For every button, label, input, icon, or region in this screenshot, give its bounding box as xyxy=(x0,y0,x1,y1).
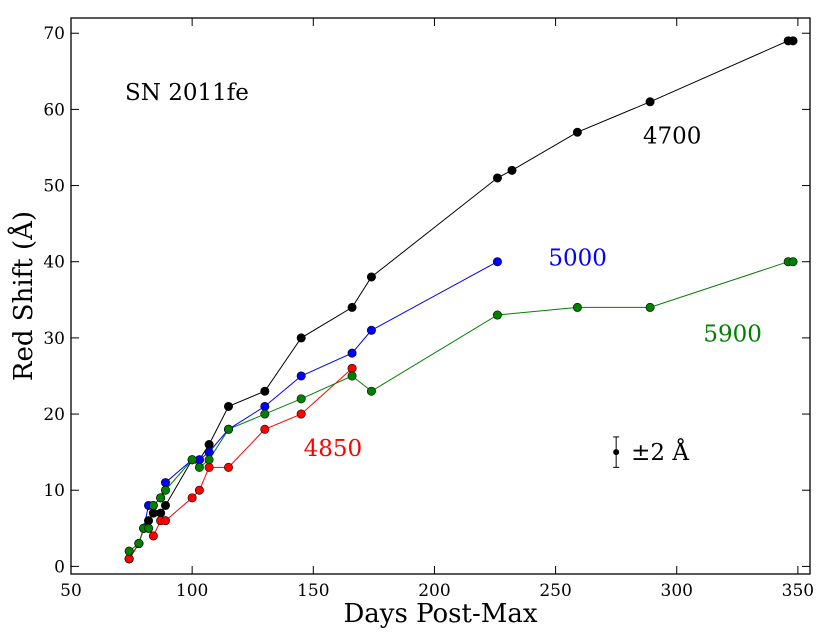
x-tick-label: 350 xyxy=(782,581,814,601)
series-line-5000 xyxy=(128,261,498,560)
point-5000 xyxy=(492,257,502,267)
sn-annotation: SN 2011fe xyxy=(125,80,249,106)
point-4850 xyxy=(124,554,134,564)
series-label-4850: 4850 xyxy=(304,436,363,462)
point-4700 xyxy=(492,173,502,183)
plot-frame xyxy=(70,17,811,575)
point-4700 xyxy=(160,500,170,510)
error-bar-point xyxy=(613,449,620,456)
point-4700 xyxy=(144,516,154,526)
series-label-5900: 5900 xyxy=(703,322,762,348)
point-4700 xyxy=(260,386,270,396)
point-4850 xyxy=(347,363,357,373)
series-line-4700 xyxy=(128,40,793,560)
point-4700 xyxy=(223,401,233,411)
ticks-layer: 50 100 150 200 250 300 350 0 10 20 30 40 50 60 70 xyxy=(43,18,814,601)
x-tick-label: 150 xyxy=(297,581,329,601)
point-4700 xyxy=(296,333,306,343)
x-tick-label: 100 xyxy=(176,581,208,601)
point-5000 xyxy=(347,348,357,358)
point-5000 xyxy=(204,447,214,457)
point-4850 xyxy=(296,409,306,419)
error-bar-label: ±2 Å xyxy=(631,438,689,466)
point-4850 xyxy=(204,462,214,472)
series-label-5000: 5000 xyxy=(548,246,607,272)
point-4700 xyxy=(788,36,798,46)
point-4850 xyxy=(187,493,197,503)
y-tick-label: 70 xyxy=(43,24,65,44)
point-5900 xyxy=(148,500,158,510)
point-4700 xyxy=(507,165,517,175)
labels-layer: 4700 5000 4850 5900 xyxy=(304,124,762,462)
point-5900 xyxy=(260,409,270,419)
x-tick-label: 300 xyxy=(661,581,693,601)
point-4850 xyxy=(148,531,158,541)
point-5000 xyxy=(160,478,170,488)
x-tick-label: 50 xyxy=(60,581,82,601)
point-5900 xyxy=(645,302,655,312)
y-axis-title: Red Shift (Å) xyxy=(7,211,39,381)
point-5900 xyxy=(347,371,357,381)
y-tick-label: 20 xyxy=(43,405,65,425)
point-4700 xyxy=(645,97,655,107)
point-4700 xyxy=(347,302,357,312)
series-label-4700: 4700 xyxy=(643,124,702,150)
point-5000 xyxy=(366,325,376,335)
point-5900 xyxy=(187,455,197,465)
point-5900 xyxy=(144,523,154,533)
y-tick-label: 0 xyxy=(54,557,65,577)
point-5900 xyxy=(194,462,204,472)
point-5900 xyxy=(788,257,798,267)
point-4850 xyxy=(223,462,233,472)
y-tick-label: 50 xyxy=(43,177,65,197)
point-5000 xyxy=(260,401,270,411)
point-4700 xyxy=(366,272,376,282)
series-layer xyxy=(124,36,798,564)
point-5900 xyxy=(124,546,134,556)
point-5900 xyxy=(572,302,582,312)
point-4700 xyxy=(204,440,214,450)
point-4850 xyxy=(194,485,204,495)
y-tick-label: 10 xyxy=(43,481,65,501)
y-tick-label: 30 xyxy=(43,329,65,349)
point-5000 xyxy=(296,371,306,381)
x-axis-title: Days Post-Max xyxy=(343,599,537,629)
error-bar-legend: ±2 Å xyxy=(613,436,689,468)
point-5900 xyxy=(223,424,233,434)
x-tick-label: 250 xyxy=(539,581,571,601)
point-4700 xyxy=(572,127,582,137)
point-4850 xyxy=(160,516,170,526)
y-tick-label: 40 xyxy=(43,253,65,273)
point-5900 xyxy=(366,386,376,396)
point-4700 xyxy=(156,508,166,518)
point-5900 xyxy=(134,539,144,549)
y-tick-label: 60 xyxy=(43,100,65,120)
point-4850 xyxy=(260,424,270,434)
point-5900 xyxy=(296,394,306,404)
point-5900 xyxy=(204,455,214,465)
point-5900 xyxy=(492,310,502,320)
point-5900 xyxy=(160,485,170,495)
series-line-4850 xyxy=(128,368,353,560)
x-tick-label: 200 xyxy=(418,581,450,601)
point-5900 xyxy=(156,493,166,503)
